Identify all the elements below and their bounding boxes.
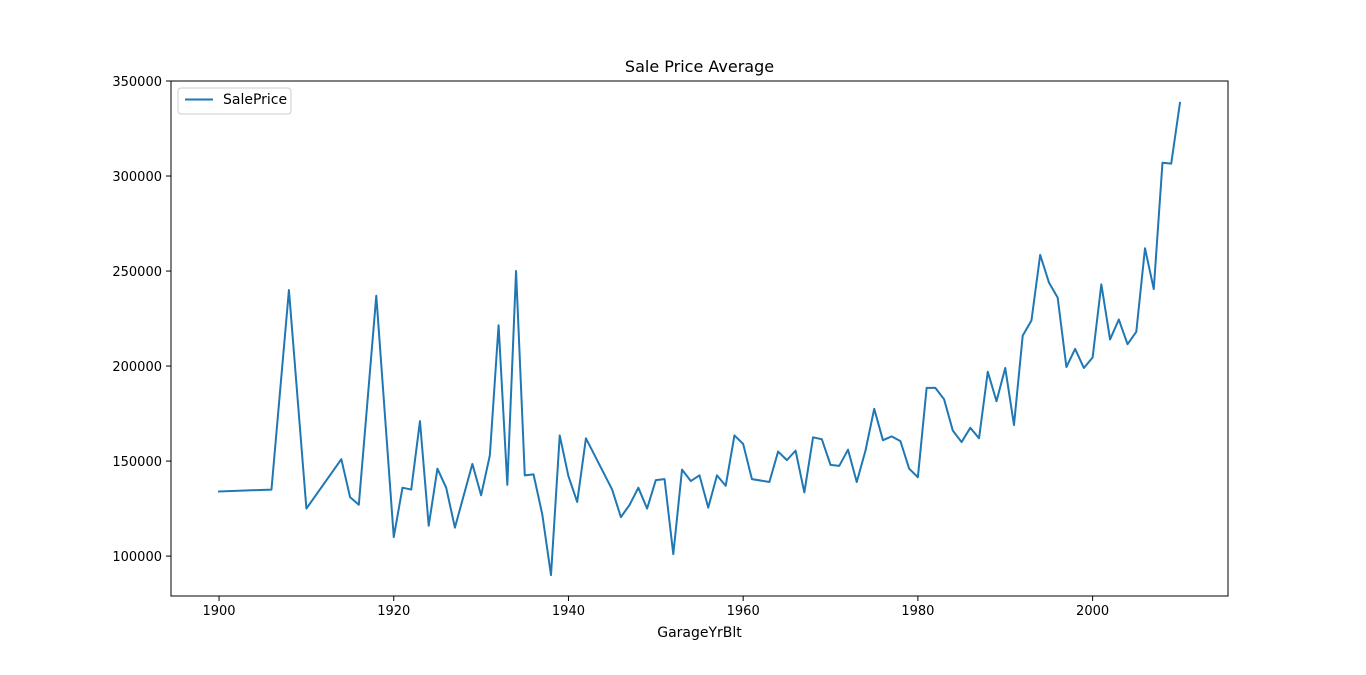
plot-frame [170,80,1229,597]
series-line-saleprice [218,101,1182,577]
plot-area [218,101,1182,577]
x-tick-label: 1920 [377,604,410,619]
y-axis: 100000 150000 200000 250000 300000 350000 [112,75,171,565]
y-tick-label: 250000 [112,265,162,280]
x-tick-label: 1960 [727,604,760,619]
y-tick-label: 200000 [112,360,162,375]
legend-label: SalePrice [223,92,287,108]
legend: SalePrice [177,87,292,115]
chart-title: Sale Price Average [625,57,774,76]
x-tick-label: 1940 [552,604,585,619]
legend-box [177,87,292,115]
x-tick-label: 1900 [202,604,235,619]
x-tick-label: 2000 [1076,604,1109,619]
y-tick-label: 300000 [112,170,162,185]
y-tick-label: 350000 [112,75,162,90]
y-tick-label: 150000 [112,455,162,470]
y-tick-label: 100000 [112,550,162,565]
x-tick-label: 1980 [901,604,934,619]
x-axis-label: GarageYrBlt [657,625,742,641]
x-axis: 1900 1920 1940 1960 1980 2000 [202,596,1109,619]
